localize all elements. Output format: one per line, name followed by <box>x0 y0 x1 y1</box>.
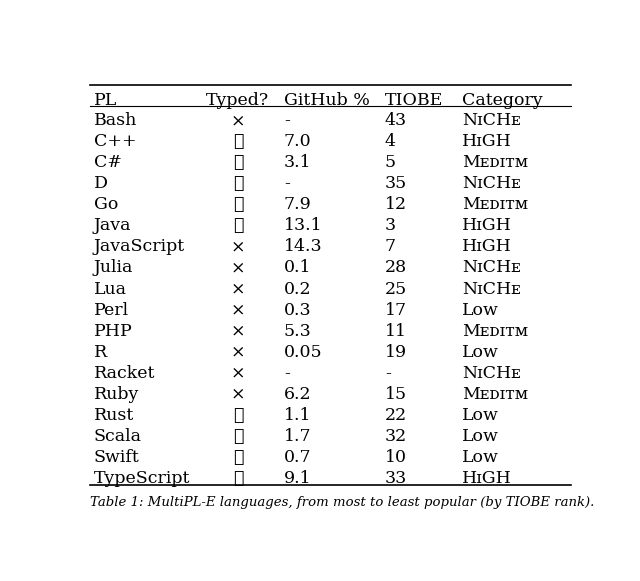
Text: Category: Category <box>462 92 543 109</box>
Text: TypeScript: TypeScript <box>94 470 190 487</box>
Text: ✓: ✓ <box>233 407 243 424</box>
Text: 43: 43 <box>385 112 407 130</box>
Text: Scala: Scala <box>94 428 142 444</box>
Text: ✓: ✓ <box>233 217 243 234</box>
Text: Lua: Lua <box>94 281 127 297</box>
Text: ✓: ✓ <box>233 449 243 466</box>
Text: -: - <box>284 175 290 192</box>
Text: Lᴏᴡ: Lᴏᴡ <box>462 428 499 444</box>
Text: ×: × <box>230 281 245 297</box>
Text: NɪCHᴇ: NɪCHᴇ <box>462 281 521 297</box>
Text: 14.3: 14.3 <box>284 238 323 256</box>
Text: Swift: Swift <box>94 449 140 466</box>
Text: PHP: PHP <box>94 322 132 339</box>
Text: ×: × <box>230 238 245 256</box>
Text: ×: × <box>230 386 245 403</box>
Text: ×: × <box>230 260 245 277</box>
Text: JavaScript: JavaScript <box>94 238 185 256</box>
Text: HɪGH: HɪGH <box>462 470 512 487</box>
Text: 35: 35 <box>385 175 407 192</box>
Text: ×: × <box>230 112 245 130</box>
Text: 13.1: 13.1 <box>284 217 323 234</box>
Text: Go: Go <box>94 196 118 213</box>
Text: Bash: Bash <box>94 112 137 130</box>
Text: 25: 25 <box>385 281 407 297</box>
Text: -: - <box>284 112 290 130</box>
Text: Mᴇᴅɪᴛᴍ: Mᴇᴅɪᴛᴍ <box>462 196 528 213</box>
Text: Lᴏᴡ: Lᴏᴡ <box>462 407 499 424</box>
Text: 0.7: 0.7 <box>284 449 312 466</box>
Text: Lᴏᴡ: Lᴏᴡ <box>462 302 499 318</box>
Text: 5: 5 <box>385 155 396 171</box>
Text: R: R <box>94 343 107 361</box>
Text: Typed?: Typed? <box>206 92 269 109</box>
Text: NɪCHᴇ: NɪCHᴇ <box>462 260 521 277</box>
Text: HɪGH: HɪGH <box>462 238 512 256</box>
Text: NɪCHᴇ: NɪCHᴇ <box>462 175 521 192</box>
Text: C++: C++ <box>94 133 136 150</box>
Text: Perl: Perl <box>94 302 129 318</box>
Text: ×: × <box>230 343 245 361</box>
Text: 15: 15 <box>385 386 407 403</box>
Text: Mᴇᴅɪᴛᴍ: Mᴇᴅɪᴛᴍ <box>462 155 528 171</box>
Text: -: - <box>385 365 391 382</box>
Text: Rust: Rust <box>94 407 134 424</box>
Text: 5.3: 5.3 <box>284 322 312 339</box>
Text: 19: 19 <box>385 343 407 361</box>
Text: HɪGH: HɪGH <box>462 133 512 150</box>
Text: Mᴇᴅɪᴛᴍ: Mᴇᴅɪᴛᴍ <box>462 322 528 339</box>
Text: 33: 33 <box>385 470 407 487</box>
Text: ✓: ✓ <box>233 470 243 487</box>
Text: ✓: ✓ <box>233 428 243 444</box>
Text: ×: × <box>230 365 245 382</box>
Text: 11: 11 <box>385 322 407 339</box>
Text: Ruby: Ruby <box>94 386 140 403</box>
Text: 7.0: 7.0 <box>284 133 312 150</box>
Text: -: - <box>284 365 290 382</box>
Text: ×: × <box>230 302 245 318</box>
Text: TIOBE: TIOBE <box>385 92 444 109</box>
Text: 3.1: 3.1 <box>284 155 312 171</box>
Text: C#: C# <box>94 155 122 171</box>
Text: 0.05: 0.05 <box>284 343 323 361</box>
Text: ×: × <box>230 322 245 339</box>
Text: ✓: ✓ <box>233 196 243 213</box>
Text: GitHub %: GitHub % <box>284 92 370 109</box>
Text: Lᴏᴡ: Lᴏᴡ <box>462 449 499 466</box>
Text: Mᴇᴅɪᴛᴍ: Mᴇᴅɪᴛᴍ <box>462 386 528 403</box>
Text: Julia: Julia <box>94 260 133 277</box>
Text: 0.2: 0.2 <box>284 281 312 297</box>
Text: 28: 28 <box>385 260 407 277</box>
Text: PL: PL <box>94 92 117 109</box>
Text: Lᴏᴡ: Lᴏᴡ <box>462 343 499 361</box>
Text: Table 1: MultiPL-E languages, from most to least popular (by TIOBE rank).: Table 1: MultiPL-E languages, from most … <box>90 496 595 509</box>
Text: 6.2: 6.2 <box>284 386 312 403</box>
Text: ✓: ✓ <box>233 133 243 150</box>
Text: 17: 17 <box>385 302 407 318</box>
Text: HɪGH: HɪGH <box>462 217 512 234</box>
Text: 4: 4 <box>385 133 396 150</box>
Text: 12: 12 <box>385 196 407 213</box>
Text: D: D <box>94 175 108 192</box>
Text: ✓: ✓ <box>233 175 243 192</box>
Text: NɪCHᴇ: NɪCHᴇ <box>462 365 521 382</box>
Text: 22: 22 <box>385 407 407 424</box>
Text: 32: 32 <box>385 428 407 444</box>
Text: 0.1: 0.1 <box>284 260 312 277</box>
Text: 3: 3 <box>385 217 396 234</box>
Text: ✓: ✓ <box>233 155 243 171</box>
Text: 1.7: 1.7 <box>284 428 312 444</box>
Text: 7.9: 7.9 <box>284 196 312 213</box>
Text: Java: Java <box>94 217 131 234</box>
Text: 1.1: 1.1 <box>284 407 312 424</box>
Text: 0.3: 0.3 <box>284 302 312 318</box>
Text: NɪCHᴇ: NɪCHᴇ <box>462 112 521 130</box>
Text: 10: 10 <box>385 449 407 466</box>
Text: Racket: Racket <box>94 365 156 382</box>
Text: 7: 7 <box>385 238 396 256</box>
Text: 9.1: 9.1 <box>284 470 312 487</box>
